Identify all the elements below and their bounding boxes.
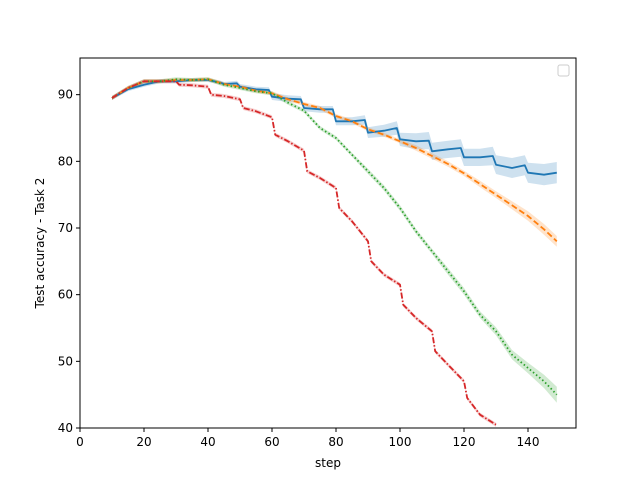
x-tick-label: 140 bbox=[517, 435, 540, 449]
series-lines bbox=[111, 78, 558, 426]
series-1-line bbox=[111, 79, 557, 176]
y-axis-ticks: 40 50 60 70 80 90 bbox=[58, 88, 80, 435]
x-axis-label: step bbox=[315, 456, 341, 470]
x-tick-label: 40 bbox=[200, 435, 215, 449]
legend bbox=[557, 64, 570, 77]
series-3-line bbox=[111, 78, 558, 396]
x-tick-label: 120 bbox=[453, 435, 476, 449]
series-2-line bbox=[111, 78, 558, 242]
series-3-band bbox=[112, 77, 557, 403]
x-axis-ticks: 0 20 40 60 80 100 120 140 bbox=[76, 428, 539, 449]
series-1-band bbox=[112, 78, 557, 186]
y-tick-label: 70 bbox=[58, 221, 73, 235]
y-tick-label: 80 bbox=[58, 154, 73, 168]
confidence-bands bbox=[112, 77, 557, 427]
x-tick-label: 100 bbox=[389, 435, 412, 449]
legend-box bbox=[557, 64, 570, 77]
x-tick-label: 80 bbox=[328, 435, 343, 449]
x-tick-label: 20 bbox=[136, 435, 151, 449]
y-tick-label: 60 bbox=[58, 288, 73, 302]
y-tick-label: 50 bbox=[58, 354, 73, 368]
y-tick-label: 40 bbox=[58, 421, 73, 435]
series-4-band bbox=[112, 79, 496, 427]
x-tick-label: 60 bbox=[264, 435, 279, 449]
y-axis-label: Test accuracy - Task 2 bbox=[33, 178, 47, 310]
plot-frame bbox=[79, 57, 577, 429]
series-4-line bbox=[111, 80, 497, 426]
y-tick-label: 90 bbox=[58, 88, 73, 102]
x-tick-label: 0 bbox=[76, 435, 84, 449]
